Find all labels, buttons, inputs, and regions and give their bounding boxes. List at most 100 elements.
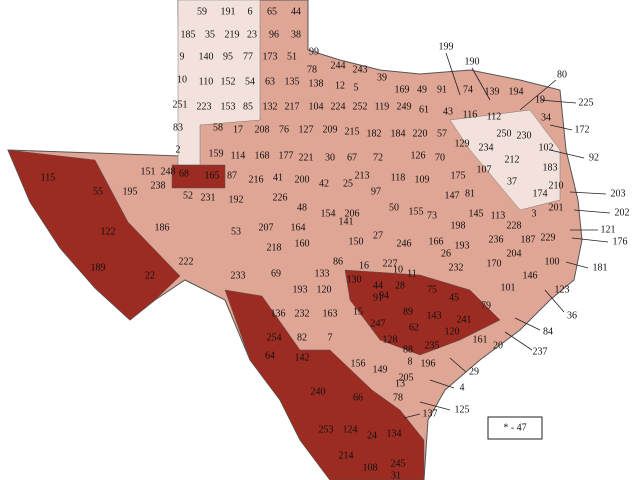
county-label: 19 bbox=[535, 94, 545, 105]
county-label: 236 bbox=[489, 234, 504, 245]
county-label: 39 bbox=[377, 72, 387, 83]
county-label: 91 bbox=[437, 84, 447, 95]
county-label: 175 bbox=[451, 170, 466, 181]
county-label: 120 bbox=[445, 326, 460, 337]
county-label: 215 bbox=[345, 126, 360, 137]
county-label: 220 bbox=[413, 128, 428, 139]
county-label: 38 bbox=[291, 29, 301, 40]
county-label: 136 bbox=[271, 308, 286, 319]
county-label: 149 bbox=[373, 364, 388, 375]
dark-region-south bbox=[224, 289, 425, 480]
county-label: 123 bbox=[555, 284, 570, 295]
county-label: 70 bbox=[435, 152, 445, 163]
county-label: 63 bbox=[265, 76, 275, 87]
county-label: 246 bbox=[397, 238, 412, 249]
county-label: 186 bbox=[155, 222, 170, 233]
county-label: 100 bbox=[545, 256, 560, 267]
county-label: 59 bbox=[197, 6, 207, 17]
county-label: 22 bbox=[145, 270, 155, 281]
county-label: 68 bbox=[179, 168, 189, 179]
county-label: 198 bbox=[451, 220, 466, 231]
county-label: 62 bbox=[409, 322, 419, 333]
county-label: 222 bbox=[179, 256, 194, 267]
county-label: 126 bbox=[411, 150, 426, 161]
county-label: 142 bbox=[295, 352, 310, 363]
county-label: 243 bbox=[353, 64, 368, 75]
county-label: 81 bbox=[465, 188, 475, 199]
county-label: 232 bbox=[295, 308, 310, 319]
county-label: 248 bbox=[161, 166, 176, 177]
county-label: 147 bbox=[445, 190, 460, 201]
county-label: 221 bbox=[299, 152, 314, 163]
county-label: 224 bbox=[331, 101, 346, 112]
county-label: 227 bbox=[383, 258, 398, 269]
county-label: 61 bbox=[419, 104, 429, 115]
county-label: 3 bbox=[532, 208, 537, 219]
county-label: 6 bbox=[248, 6, 253, 17]
county-label: 52 bbox=[183, 190, 193, 201]
county-label: 150 bbox=[349, 236, 364, 247]
county-label: 89 bbox=[403, 306, 413, 317]
county-label: 16 bbox=[359, 260, 369, 271]
county-label: 202 bbox=[615, 207, 630, 218]
county-label: 155 bbox=[409, 206, 424, 217]
county-label: 124 bbox=[343, 424, 358, 435]
county-label: 154 bbox=[321, 208, 336, 219]
county-label: 195 bbox=[123, 186, 138, 197]
county-label: 55 bbox=[93, 186, 103, 197]
county-label: 135 bbox=[285, 76, 300, 87]
county-label: 151 bbox=[141, 166, 156, 177]
county-label: 102 bbox=[539, 142, 554, 153]
county-label: 2 bbox=[176, 144, 181, 155]
county-label: 165 bbox=[205, 170, 220, 181]
county-label: 132 bbox=[263, 101, 278, 112]
county-label: 37 bbox=[507, 176, 517, 187]
county-label: 223 bbox=[197, 101, 212, 112]
county-label: 66 bbox=[353, 392, 363, 403]
county-label: 170 bbox=[487, 258, 502, 269]
county-label: 130 bbox=[347, 274, 362, 285]
county-label: 77 bbox=[243, 51, 253, 62]
county-label: 121 bbox=[601, 224, 616, 235]
county-label: 109 bbox=[415, 174, 430, 185]
county-label: 138 bbox=[309, 78, 324, 89]
county-label: 252 bbox=[353, 101, 368, 112]
county-label: 133 bbox=[315, 268, 330, 279]
county-label: 113 bbox=[491, 210, 506, 221]
county-label: 24 bbox=[367, 430, 377, 441]
county-label: 190 bbox=[465, 56, 480, 67]
county-label: 64 bbox=[265, 350, 275, 361]
county-label: 78 bbox=[307, 64, 317, 75]
county-label: 245 bbox=[391, 458, 406, 469]
county-label: 212 bbox=[505, 154, 520, 165]
county-label: 189 bbox=[91, 262, 106, 273]
county-label: 161 bbox=[473, 334, 488, 345]
county-label: 78 bbox=[393, 392, 403, 403]
county-label: 228 bbox=[507, 220, 522, 231]
county-label: 95 bbox=[223, 51, 233, 62]
callout-lines bbox=[403, 52, 611, 419]
county-label: 73 bbox=[427, 210, 437, 221]
county-label: 44 bbox=[373, 280, 383, 291]
county-label: 232 bbox=[449, 262, 464, 273]
county-label: 199 bbox=[439, 41, 454, 52]
county-label: 65 bbox=[267, 6, 277, 17]
county-label: 234 bbox=[479, 142, 494, 153]
county-label: 251 bbox=[173, 99, 188, 110]
county-label: 122 bbox=[101, 226, 116, 237]
county-label: 42 bbox=[319, 178, 329, 189]
county-label: 8 bbox=[408, 356, 413, 367]
dark-region-central bbox=[344, 269, 501, 356]
county-label: 76 bbox=[279, 124, 289, 135]
county-label: 174 bbox=[533, 188, 548, 199]
county-label: 159 bbox=[209, 148, 224, 159]
county-label: 112 bbox=[487, 111, 502, 122]
county-label: 4 bbox=[460, 382, 465, 393]
county-label: 201 bbox=[549, 202, 564, 213]
county-label: 27 bbox=[373, 230, 383, 241]
county-label: 92 bbox=[589, 152, 599, 163]
county-label: 140 bbox=[199, 51, 214, 62]
county-label: 54 bbox=[245, 76, 255, 87]
county-label: 183 bbox=[543, 162, 558, 173]
county-label: 254 bbox=[267, 332, 282, 343]
